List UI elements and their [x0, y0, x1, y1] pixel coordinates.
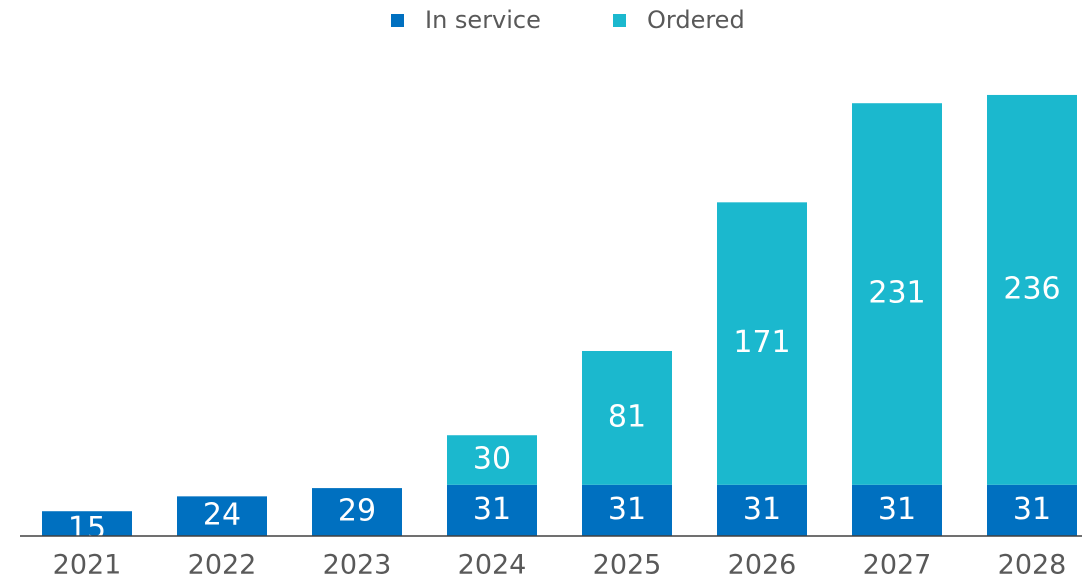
data-label: 29: [338, 494, 376, 529]
bar-segment: [717, 484, 807, 536]
bar-segment: [312, 488, 402, 536]
x-tick-label: 2028: [998, 550, 1067, 577]
bar-segment: [852, 484, 942, 536]
legend-swatch: [613, 14, 626, 27]
x-tick-label: 2026: [728, 550, 797, 577]
bar-segment: [852, 103, 942, 485]
x-tick-label: 2024: [458, 550, 527, 577]
data-label: 81: [608, 399, 646, 434]
bar-segment: [447, 435, 537, 485]
x-tick-label: 2025: [593, 550, 662, 577]
data-label: 31: [743, 492, 781, 527]
data-label: 31: [608, 492, 646, 527]
data-label: 31: [1013, 492, 1051, 527]
data-label: 231: [868, 276, 925, 311]
data-label: 31: [473, 492, 511, 527]
legend-label: In service: [425, 6, 541, 34]
bar-segment: [987, 484, 1077, 536]
x-tick-label: 2027: [863, 550, 932, 577]
data-label: 24: [203, 498, 241, 533]
x-tick-label: 2021: [53, 550, 122, 577]
legend-label: Ordered: [647, 6, 745, 34]
data-label: 15: [68, 511, 106, 546]
data-label: 31: [878, 492, 916, 527]
bar-segment: [987, 94, 1077, 485]
bar-segment: [447, 484, 537, 536]
x-tick-label: 2023: [323, 550, 392, 577]
data-label: 236: [1003, 271, 1060, 306]
bar-segment: [582, 350, 672, 485]
data-label: 30: [473, 442, 511, 477]
bar-segment: [177, 496, 267, 536]
x-tick-label: 2022: [188, 550, 257, 577]
bar-segment: [717, 202, 807, 485]
bar-segment: [582, 484, 672, 536]
bar-segment: [42, 511, 132, 536]
legend-swatch: [391, 14, 404, 27]
data-label: 171: [733, 325, 790, 360]
